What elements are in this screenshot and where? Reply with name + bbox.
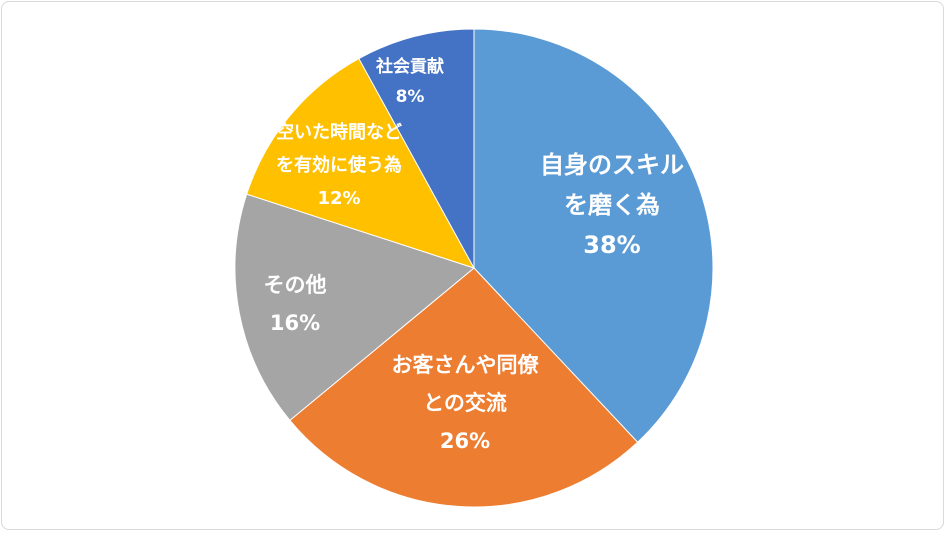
slice-label-1: お客さんや同僚: [392, 353, 540, 377]
slice-percent-0: 38%: [583, 231, 640, 259]
slice-label-0: を磨く為: [564, 191, 660, 219]
slice-label-2: その他: [264, 273, 327, 297]
pie-slice-2: [234, 193, 476, 422]
slice-percent-3: 12%: [317, 188, 360, 209]
slice-label-1: との交流: [423, 391, 507, 415]
pie-slice-0: [473, 28, 714, 443]
slice-percent-1: 26%: [440, 429, 490, 453]
slice-label-0: 自身のスキル: [540, 151, 684, 179]
slice-percent-4: 8%: [396, 87, 425, 107]
slice-percent-2: 16%: [270, 311, 320, 335]
pie-slice-4: [358, 28, 475, 269]
pie-slice-1: [289, 267, 639, 508]
slice-label-3: 空いた時間など: [276, 121, 402, 143]
slice-label-3: を有効に使う為: [276, 154, 402, 176]
pie-slice-3: [246, 57, 476, 269]
slice-label-4: 社会貢献: [375, 56, 444, 77]
